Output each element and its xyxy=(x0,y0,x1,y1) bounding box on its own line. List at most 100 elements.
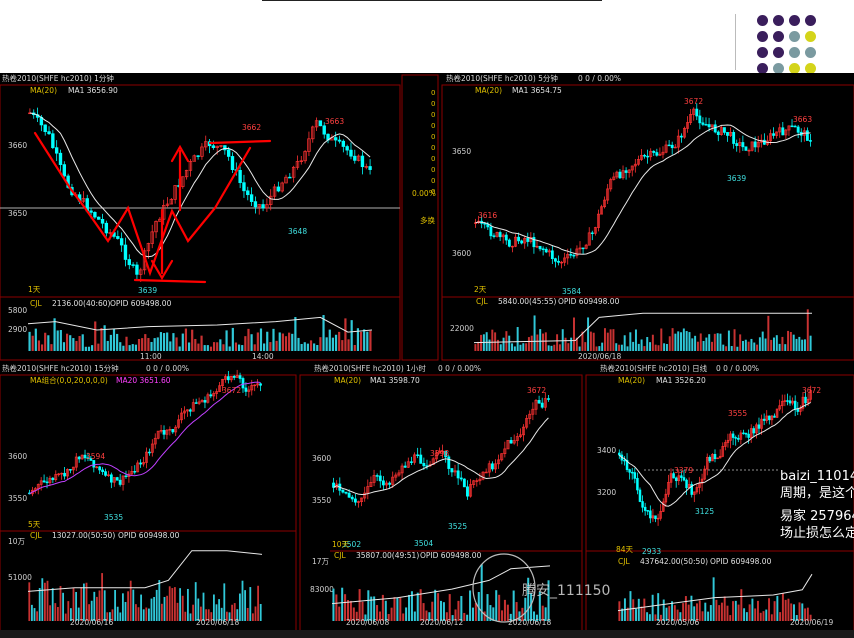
volume-bar xyxy=(49,605,52,621)
panel-5-candles xyxy=(618,385,812,526)
decorative-dot xyxy=(805,63,816,74)
candle-body xyxy=(226,376,230,381)
panel-1min[interactable]: 热卷2010(SHFE hc2010) 1分钟 MA(20) MA1 3656.… xyxy=(0,73,401,361)
panel-4-oi-line xyxy=(331,565,551,605)
candle-body xyxy=(718,455,722,459)
hand-drawn-annotation xyxy=(33,131,272,284)
candle-body xyxy=(124,475,128,478)
volume-bar xyxy=(114,589,117,621)
volume-bar xyxy=(489,605,492,621)
candle-body xyxy=(649,150,653,158)
panel-5-volume-bars xyxy=(618,577,812,621)
candle-body xyxy=(60,472,64,475)
panel-5-header[interactable]: 热卷2010(SHFE hc2010) 日线 xyxy=(600,363,708,373)
candle-body xyxy=(203,400,207,403)
volume-bar xyxy=(691,338,694,351)
volume-bar xyxy=(696,341,699,351)
volume-bar xyxy=(399,597,402,621)
panel-4-header[interactable]: 热卷2010(SHFE hc2010) 1小时 xyxy=(314,363,426,373)
candle-body xyxy=(581,247,585,250)
candle-body xyxy=(783,400,787,402)
panel-3-header[interactable]: 热卷2010(SHFE hc2010) 15分钟 xyxy=(2,363,119,373)
volume-bar xyxy=(33,608,36,621)
volume-bar xyxy=(787,330,790,351)
panel-5min[interactable]: 热卷2010(SHFE hc2010) 5分钟 0 0 / 0.00% MA(2… xyxy=(441,73,854,361)
volume-bar xyxy=(166,332,169,351)
panel-2-header[interactable]: 热卷2010(SHFE hc2010) 5分钟 xyxy=(446,73,558,83)
volume-bar xyxy=(34,328,37,351)
volume-bar xyxy=(124,601,127,621)
panel-1hour[interactable]: 热卷2010(SHFE hc2010) 1小时 0 0 / 0.00% MA(2… xyxy=(299,363,583,638)
volume-bar xyxy=(527,577,530,621)
candle-body xyxy=(360,155,365,168)
candle-body xyxy=(490,463,494,470)
volume-bar xyxy=(506,604,509,621)
candle-body xyxy=(673,146,677,149)
decorative-dot xyxy=(789,63,800,74)
volume-bar xyxy=(220,607,223,621)
candle-body xyxy=(784,129,788,136)
candle-body xyxy=(750,141,754,151)
volume-bar xyxy=(744,339,747,351)
candle-body xyxy=(413,454,416,463)
volume-bar xyxy=(719,333,722,351)
volume-bar xyxy=(584,342,587,351)
candle-body xyxy=(651,515,655,519)
volume-bar xyxy=(191,329,194,351)
volume-bar xyxy=(322,315,325,351)
volume-bar xyxy=(128,345,131,351)
panel-1-header[interactable]: 热卷2010(SHFE hc2010) 1分钟 xyxy=(2,73,114,83)
volume-bar xyxy=(688,332,691,351)
panel-3-date-2: 2020/06/18 xyxy=(196,618,239,627)
volume-bar xyxy=(770,339,773,351)
candle-body xyxy=(520,240,524,244)
panel-3-ma-label: MA组合(0,0,20,0,0,0) xyxy=(30,375,108,385)
candle-body xyxy=(385,482,388,486)
volume-bar xyxy=(790,603,793,621)
candle-body xyxy=(710,124,714,128)
volume-bar xyxy=(358,589,361,621)
volume-bar xyxy=(575,337,578,351)
panel-3-price-tick-low: 3550 xyxy=(8,494,27,503)
candle-body xyxy=(703,468,706,480)
volume-bar xyxy=(344,318,347,351)
candle-body xyxy=(33,488,37,491)
candle-body xyxy=(66,469,69,477)
volume-bar xyxy=(231,327,234,351)
panel-3-opid: OPID 609498.00 xyxy=(118,531,180,540)
volume-bar xyxy=(272,328,275,351)
panel-daily[interactable]: 热卷2010(SHFE hc2010) 日线 0 0 / 0.00% MA(20… xyxy=(585,363,854,638)
volume-bar xyxy=(203,345,206,351)
volume-bar xyxy=(730,346,733,351)
candle-body xyxy=(652,150,656,153)
volume-bar xyxy=(159,332,163,351)
volume-bar xyxy=(425,610,428,621)
volume-bar xyxy=(187,342,191,351)
candle-body xyxy=(752,428,756,434)
candle-body xyxy=(707,124,711,128)
candle-body xyxy=(192,155,196,162)
volume-bar xyxy=(169,341,172,351)
candle-body xyxy=(793,400,797,410)
candle-body xyxy=(51,477,55,481)
volume-bar xyxy=(384,600,387,621)
volume-bar xyxy=(477,341,480,351)
panel-15min[interactable]: 热卷2010(SHFE hc2010) 15分钟 0 0 / 0.00% MA组… xyxy=(0,363,297,638)
volume-bar xyxy=(629,591,632,621)
volume-bar xyxy=(145,607,148,621)
volume-bar xyxy=(466,614,469,621)
volume-bar xyxy=(668,606,671,621)
volume-bar xyxy=(95,596,98,621)
candle-body xyxy=(200,146,204,157)
candle-body xyxy=(127,259,131,266)
candle-body xyxy=(180,412,183,421)
panel-1-low2-label: 3648 xyxy=(288,227,307,236)
panel-2-low-label: 3584 xyxy=(562,287,581,296)
panel-4-date-3: 2020/06/18 xyxy=(508,618,551,627)
volume-bar xyxy=(682,328,685,351)
candle-body xyxy=(695,487,699,493)
volume-bar xyxy=(50,344,53,351)
candle-body xyxy=(104,222,109,234)
volume-bar xyxy=(748,604,751,621)
volume-bar xyxy=(53,318,56,351)
